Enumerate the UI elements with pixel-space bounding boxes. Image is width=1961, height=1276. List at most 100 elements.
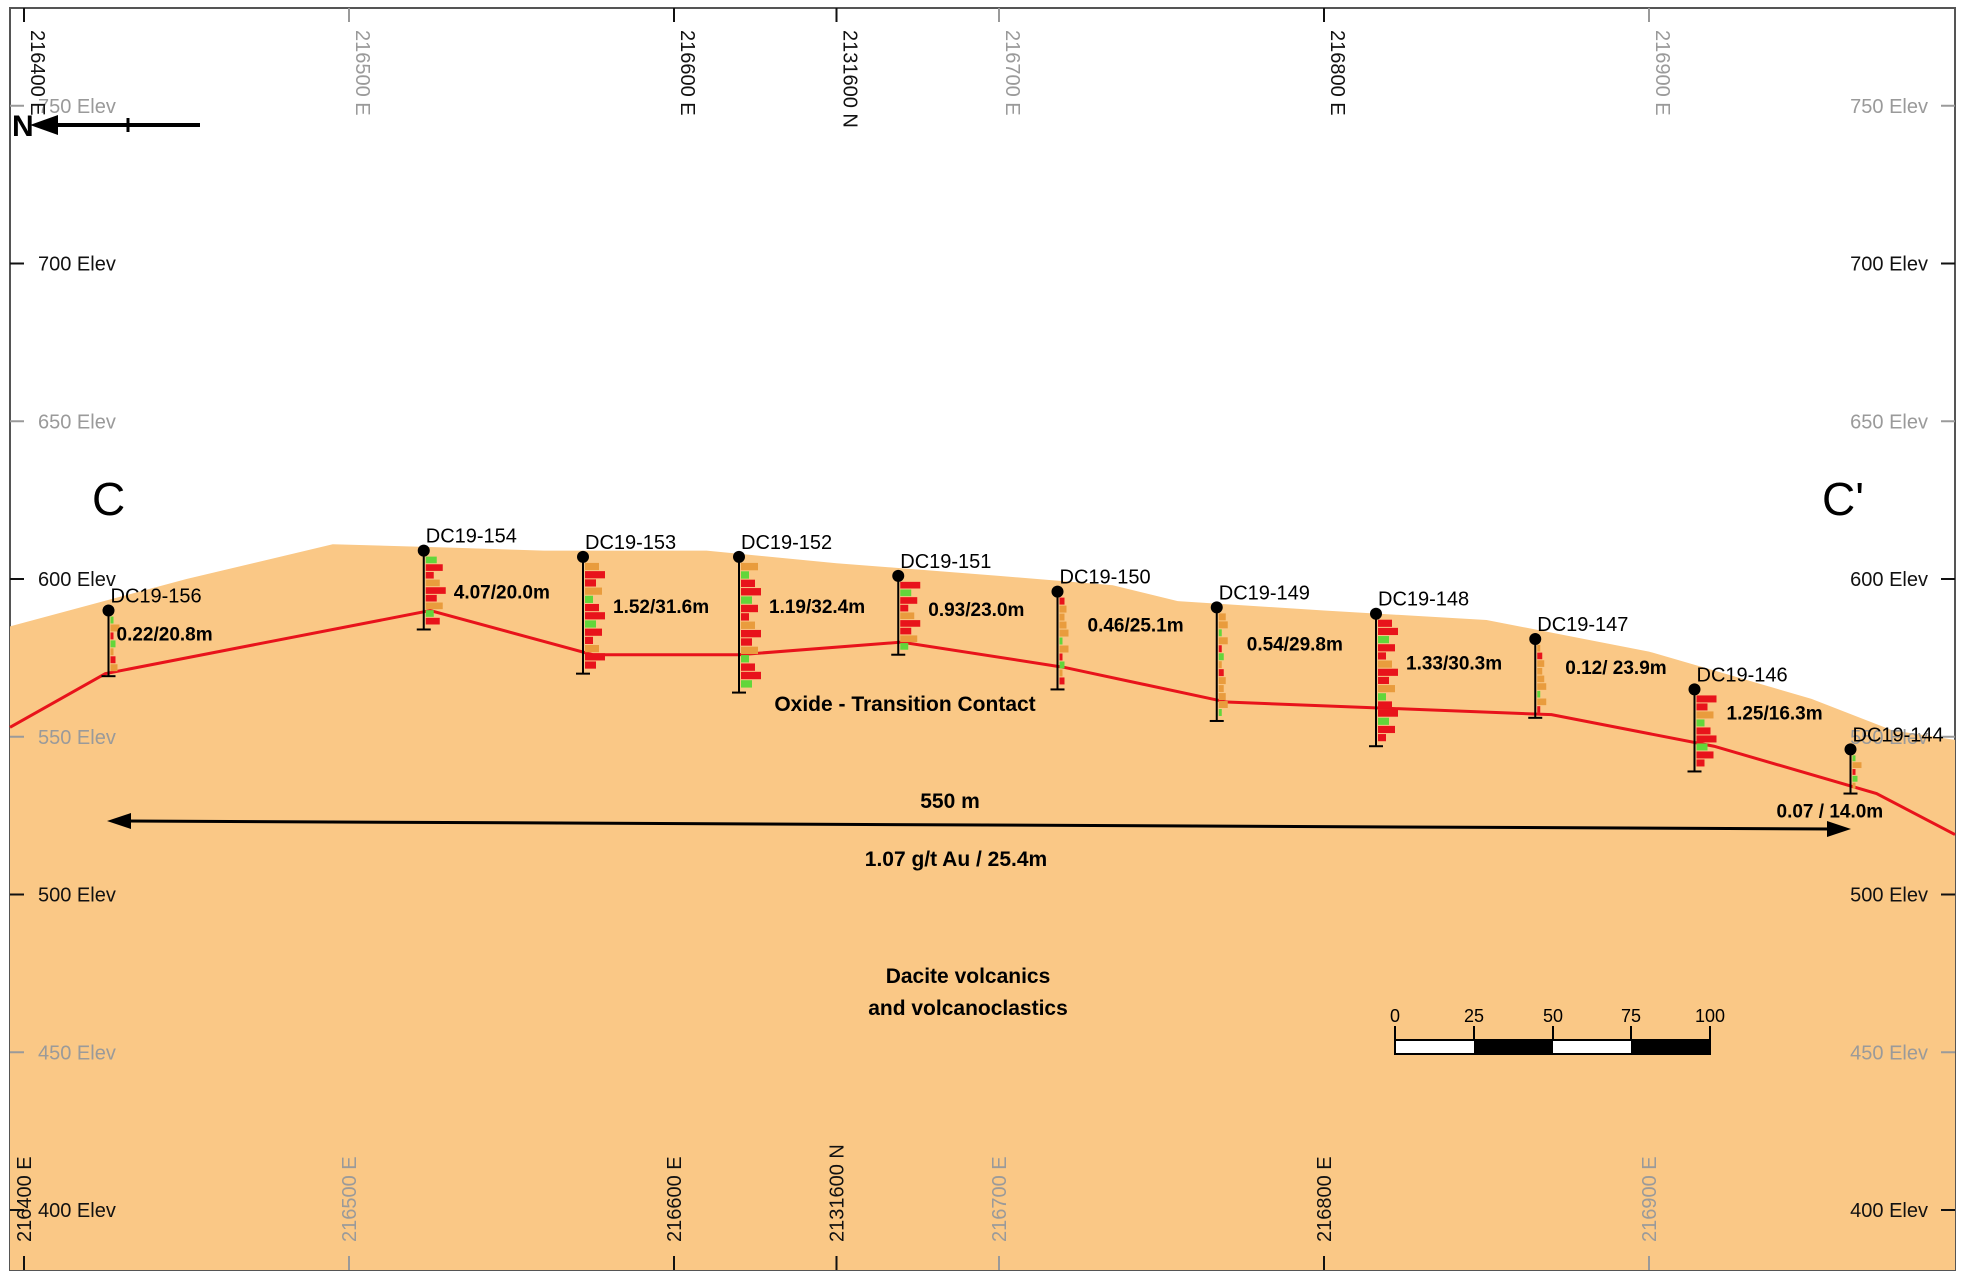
assay-bar	[900, 604, 909, 612]
assay-bar	[741, 629, 761, 638]
assay-bar	[1696, 703, 1708, 711]
assay-bar	[1059, 661, 1065, 669]
drillhole-collar	[577, 550, 589, 563]
assay-bar	[741, 663, 755, 671]
drillhole: DC19-148 1.33/30.3m	[1369, 589, 1502, 748]
assay-bar	[110, 648, 114, 656]
easting-label-bottom: 2131600 N	[827, 1144, 849, 1242]
assay-bar	[741, 596, 752, 604]
easting-label-top: 216500 E	[351, 30, 373, 116]
drillhole-collar	[1529, 632, 1542, 645]
easting-label-top: 216700 E	[1001, 30, 1023, 116]
assay-bar	[1696, 695, 1717, 703]
easting-label-bottom: 216800 E	[1314, 1156, 1336, 1242]
assay-bar	[1852, 782, 1856, 789]
north-label: N	[12, 110, 34, 143]
easting-label-top: 216800 E	[1326, 30, 1348, 116]
elevation-label-right: 400 Elev	[1850, 1200, 1928, 1222]
drillhole-collar	[1051, 585, 1064, 598]
assay-bar	[1059, 637, 1063, 645]
drillhole-name: DC19-151	[900, 551, 991, 573]
assay-bar	[425, 610, 434, 617]
assay-bar	[1059, 677, 1065, 685]
assay-bar	[1537, 675, 1545, 683]
assay-bar	[1378, 619, 1392, 627]
assay-bar	[1059, 669, 1063, 677]
scale-tick-100: 100	[1695, 1006, 1725, 1026]
assay-bar	[1059, 653, 1063, 661]
assay-bar	[1218, 669, 1224, 677]
section-start-label: C	[92, 473, 125, 525]
assay-bar	[1218, 709, 1222, 716]
assay-bar	[425, 564, 443, 571]
assay-bar	[1059, 621, 1067, 629]
assay-bar	[1696, 751, 1714, 759]
assay-bar	[741, 655, 749, 663]
drillhole-result: 0.93/23.0m	[928, 600, 1024, 621]
elevation-label-left: 500 Elev	[38, 885, 116, 907]
scale-tick-25: 25	[1464, 1006, 1484, 1026]
drillhole-collar	[1844, 743, 1857, 756]
assay-bar	[425, 594, 437, 602]
assay-bar	[585, 661, 596, 669]
assay-bar	[1696, 719, 1705, 727]
drillhole-collar	[1370, 607, 1382, 620]
distance-arrow	[107, 813, 1851, 837]
drillhole-collar	[102, 604, 115, 617]
assay-bar	[741, 613, 749, 621]
assay-bar	[585, 587, 602, 595]
assay-bar	[900, 581, 921, 589]
drillhole: DC19-156 0.22/20.8m	[101, 586, 213, 678]
assay-bar	[1218, 661, 1222, 669]
assay-bar	[900, 635, 918, 643]
elevation-label-right: 600 Elev	[1850, 569, 1928, 591]
assay-bar	[1696, 727, 1711, 735]
drillhole-result: 1.19/32.4m	[769, 597, 865, 618]
drillhole: DC19-147 0.12/ 23.9m	[1528, 614, 1667, 719]
assay-bar	[741, 680, 752, 688]
assay-bar	[1218, 701, 1228, 709]
assay-bar	[1696, 759, 1705, 767]
assay-bar	[1059, 645, 1069, 653]
drillhole: DC19-149 0.54/29.8m	[1209, 582, 1343, 722]
assay-bar	[585, 595, 593, 603]
elevation-label-left: 650 Elev	[38, 411, 116, 433]
assay-bar	[900, 627, 912, 635]
assay-bar	[1218, 629, 1222, 637]
average-grade-label: 1.07 g/t Au / 25.4m	[865, 848, 1047, 871]
easting-label-top: 216400 E	[26, 30, 48, 116]
assay-bar	[585, 628, 602, 636]
lithology-label-1: Dacite volcanics	[886, 965, 1051, 988]
assay-bar	[741, 579, 755, 588]
drillhole-result: 0.54/29.8m	[1247, 634, 1343, 655]
drillhole-result: 0.12/ 23.9m	[1565, 658, 1666, 679]
assay-bar	[585, 653, 605, 661]
assay-bar	[1059, 629, 1069, 637]
drillhole-collar	[1210, 601, 1223, 614]
assay-bar	[1378, 636, 1389, 644]
assay-bar	[1378, 734, 1386, 742]
assay-bar	[425, 602, 443, 610]
assay-bar	[425, 571, 434, 579]
assay-bar	[425, 579, 440, 587]
assay-bar	[585, 612, 605, 620]
assay-bar	[1537, 660, 1545, 667]
section-end-label: C'	[1822, 473, 1864, 525]
elevation-label-left: 550 Elev	[38, 727, 116, 749]
easting-label-bottom: 216600 E	[664, 1156, 686, 1242]
elevation-label-right: 500 Elev	[1850, 885, 1928, 907]
drillhole-collar	[1688, 683, 1701, 696]
assay-bar	[1218, 653, 1224, 661]
assay-bar	[1218, 677, 1226, 685]
drillhole-name: DC19-144	[1853, 724, 1944, 746]
assay-bar	[1378, 693, 1386, 701]
assay-bar	[741, 646, 758, 655]
assay-bar	[1218, 613, 1226, 621]
assay-bar	[900, 612, 915, 620]
scale-tick-50: 50	[1543, 1006, 1563, 1026]
drillhole-name: DC19-150	[1060, 567, 1151, 589]
drillhole-collar	[733, 550, 745, 563]
assay-bar	[1378, 660, 1392, 668]
drillhole-name: DC19-156	[111, 586, 202, 608]
